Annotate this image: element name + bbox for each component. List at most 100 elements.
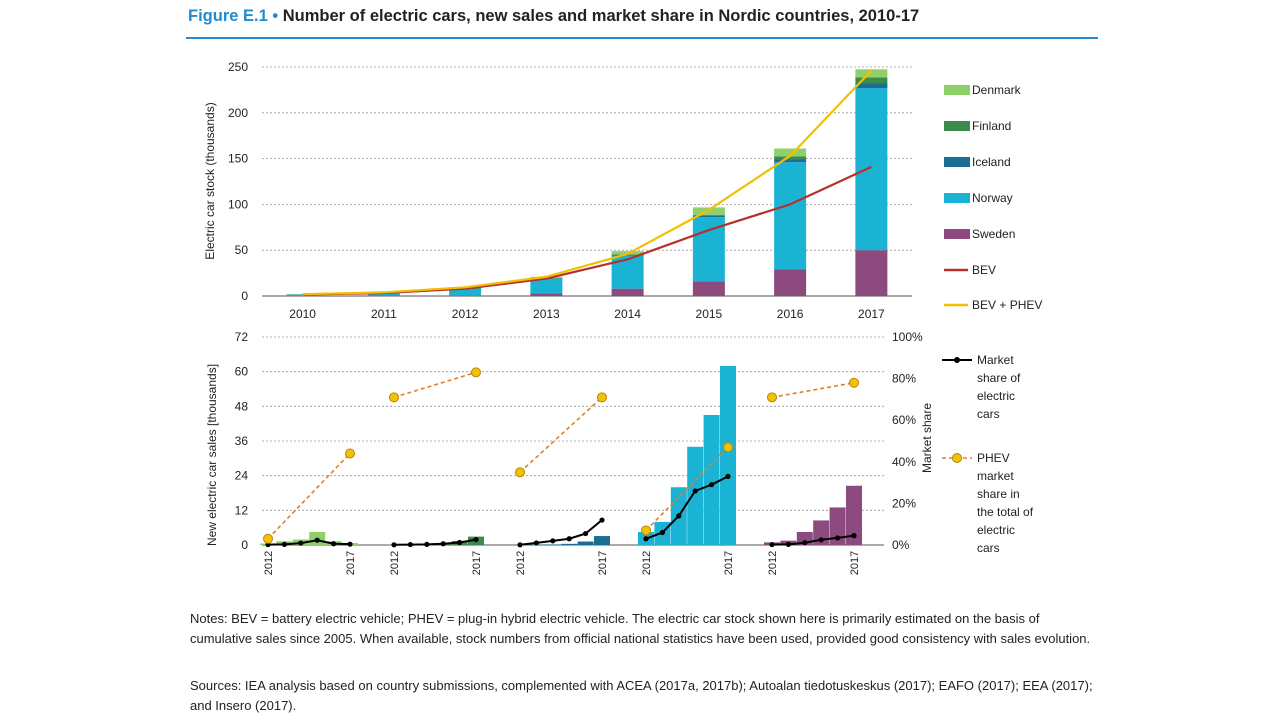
x-tick-label-bottom: 2012 [641, 551, 653, 575]
legend-swatch-denmark [944, 85, 970, 95]
market-share-point-iceland [566, 536, 572, 542]
legend-label-market-share: share of [977, 371, 1021, 385]
bar-sweden-2015 [692, 281, 725, 296]
bar-sales-norway-4 [703, 415, 720, 545]
x-tick-label-bottom: 2012 [263, 551, 275, 575]
market-share-point-sweden [818, 537, 824, 543]
phev-share-point-denmark [263, 533, 273, 544]
legend-label: BEV [972, 263, 996, 277]
y-axis-label-top: Electric car stock (thousands) [203, 102, 217, 259]
legend-swatch-sweden [944, 229, 970, 239]
bar-iceland-2016 [774, 159, 807, 163]
line-market-share-sweden [771, 534, 855, 546]
legend-label: Norway [972, 191, 1013, 205]
market-share-point-finland [407, 541, 413, 548]
phev-share-point-finland [389, 392, 399, 403]
y-tick-label-top: 150 [228, 152, 248, 166]
market-share-point-norway [692, 488, 698, 494]
y2-tick-label-bottom: 60% [892, 413, 916, 427]
y-tick-label-bottom: 60 [235, 365, 249, 379]
market-share-point-finland [391, 542, 397, 548]
y2-tick-label-bottom: 40% [892, 455, 916, 469]
y2-tick-label-bottom: 80% [892, 372, 916, 386]
x-tick-label-top: 2010 [289, 307, 316, 321]
legend-label-market-share: Market [977, 353, 1014, 367]
bar-sales-iceland-2 [544, 544, 561, 545]
market-share-point-denmark [314, 537, 320, 543]
x-tick-label-bottom: 2012 [389, 551, 401, 575]
market-share-point-norway [676, 513, 682, 519]
legend-label: BEV + PHEV [972, 298, 1042, 312]
x-tick-label-bottom: 2012 [515, 551, 527, 575]
title-rule [186, 37, 1098, 39]
y2-axis-label-bottom: Market share [920, 403, 934, 473]
x-tick-label-top: 2012 [452, 307, 479, 321]
bar-iceland-2015 [692, 215, 725, 218]
title-bullet: • [272, 7, 279, 25]
x-tick-label-top: 2017 [858, 307, 885, 321]
bar-norway-2010 [286, 294, 319, 296]
bar-sales-iceland-3 [561, 543, 578, 545]
sources-text: Sources: IEA analysis based on country s… [190, 678, 1093, 713]
legend-marker-phev-share [952, 453, 962, 463]
market-share-point-denmark [347, 541, 353, 547]
bar-sales-sweden-5 [846, 485, 862, 545]
phev-share-point-norway [641, 525, 651, 536]
legend-label-phev-share: PHEV [977, 451, 1010, 465]
line-market-share-iceland [519, 519, 603, 546]
line-phev-share-norway [645, 446, 729, 532]
y-tick-label-bottom: 12 [235, 503, 249, 517]
bar-norway-2016 [774, 162, 807, 270]
bar-norway-2014 [611, 255, 644, 289]
phev-share-point-norway [723, 442, 733, 453]
bar-denmark-2016 [774, 148, 807, 157]
y-tick-label-top: 200 [228, 106, 248, 120]
bar-norway-2012 [449, 288, 482, 296]
y2-tick-label-bottom: 100% [892, 330, 923, 344]
bar-iceland-2014 [611, 254, 644, 256]
notes-text: Notes: BEV = battery electric vehicle; P… [190, 611, 1091, 646]
bar-sales-sweden-4 [829, 507, 846, 545]
legend-swatch-norway [944, 193, 970, 203]
legend-swatch-iceland [944, 157, 970, 167]
line-market-share-norway [645, 475, 729, 540]
legend-label-market-share: cars [977, 407, 1000, 421]
market-share-point-iceland [533, 540, 540, 546]
x-tick-label-bottom: 2017 [345, 551, 357, 575]
y-tick-label-top: 250 [228, 60, 248, 74]
x-tick-label-bottom: 2017 [723, 551, 735, 575]
legend-swatch-finland [944, 121, 970, 131]
market-share-point-iceland [517, 542, 523, 548]
figure-label: Figure E.1 [188, 7, 268, 25]
market-share-point-norway [725, 473, 731, 479]
market-share-point-norway [659, 529, 666, 536]
bar-finland-2015 [692, 214, 725, 216]
y-tick-label-top: 100 [228, 197, 248, 211]
line-phev-share-iceland [519, 396, 603, 473]
bar-finland-2017 [855, 77, 888, 84]
y-axis-label-bottom: New electric car sales [thousands] [205, 364, 219, 546]
line-market-share-denmark [267, 539, 351, 546]
line-phev-share-sweden [771, 381, 855, 399]
bar-sales-norway-5 [720, 365, 736, 545]
y2-tick-label-bottom: 20% [892, 496, 916, 510]
y2-tick-label-bottom: 0% [892, 538, 910, 552]
market-share-point-iceland [599, 517, 605, 523]
figure-title-text: Number of electric cars, new sales and m… [282, 7, 920, 25]
legend-label-market-share: electric [977, 389, 1015, 403]
market-share-point-norway [709, 482, 715, 488]
y-tick-label-bottom: 72 [235, 330, 249, 344]
market-share-point-denmark [298, 540, 304, 546]
x-tick-label-top: 2013 [533, 307, 560, 321]
phev-share-point-sweden [767, 392, 777, 403]
market-share-point-sweden [785, 541, 792, 547]
bar-iceland-2017 [855, 83, 888, 89]
phev-share-point-iceland [515, 467, 525, 478]
y-tick-label-bottom: 0 [241, 538, 248, 552]
legend-label-phev-share: market [977, 469, 1014, 483]
market-share-point-sweden [802, 540, 808, 546]
bar-denmark-2017 [855, 69, 888, 78]
line-phev-share-finland [393, 371, 477, 399]
legend-label: Iceland [972, 155, 1011, 169]
bar-sales-iceland-5 [594, 536, 610, 545]
